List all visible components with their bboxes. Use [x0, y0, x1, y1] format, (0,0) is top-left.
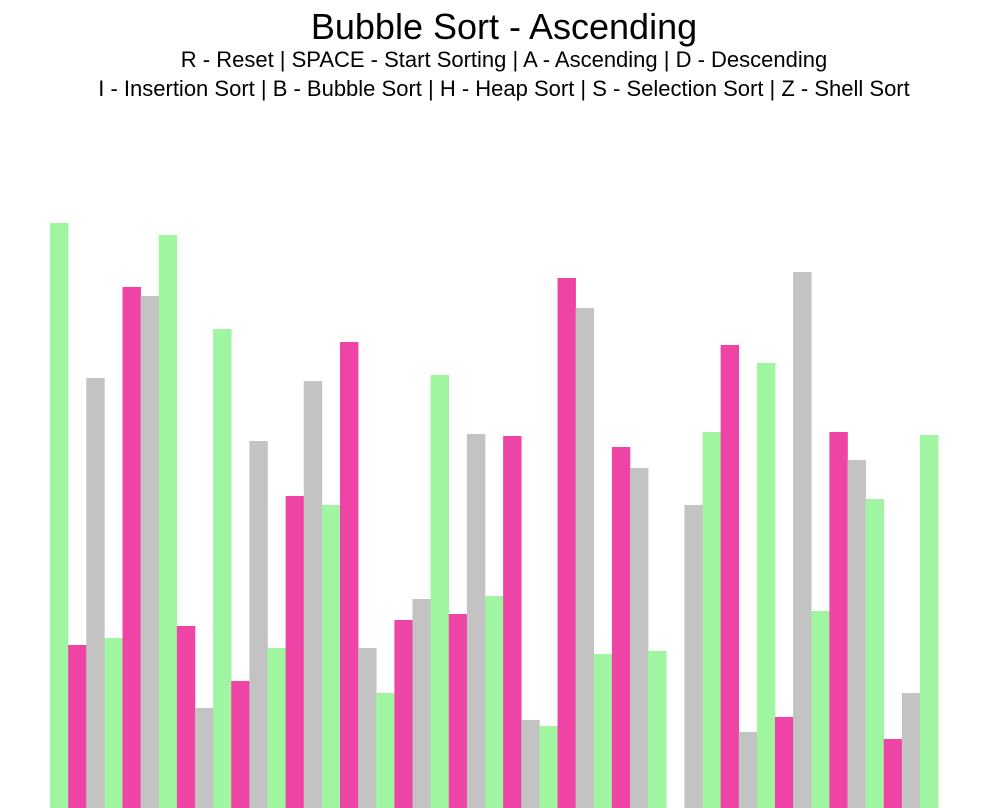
bar-6: [158, 235, 178, 808]
bar-28: [557, 278, 576, 808]
bar-17: [358, 648, 377, 808]
bar-35: [684, 505, 703, 808]
bar-21: [430, 375, 450, 808]
bar-16: [340, 342, 359, 808]
bar-23: [466, 434, 486, 808]
bar-22: [448, 614, 468, 808]
bar-2: [86, 378, 105, 808]
bar-11: [249, 441, 268, 808]
bar-0: [50, 223, 69, 808]
bar-45: [865, 499, 885, 808]
bar-29: [575, 308, 595, 808]
bar-32: [630, 468, 649, 808]
bar-26: [521, 720, 540, 808]
bar-38: [738, 732, 758, 808]
bar-25: [503, 436, 522, 808]
bar-14: [303, 381, 323, 808]
bar-43: [829, 432, 848, 808]
bar-20: [412, 599, 431, 808]
controls-help-line-2: I - Insertion Sort | B - Bubble Sort | H…: [98, 76, 910, 101]
bar-47: [901, 693, 921, 808]
bar-1: [68, 645, 87, 808]
controls-help-line-1: R - Reset | SPACE - Start Sorting | A - …: [180, 47, 828, 72]
bar-39: [756, 363, 776, 808]
bar-5: [140, 296, 160, 808]
bar-9: [213, 329, 232, 808]
bar-18: [376, 693, 395, 808]
bar-42: [811, 611, 830, 808]
bar-48: [920, 435, 939, 808]
bar-36: [702, 432, 721, 808]
bar-46: [883, 739, 903, 808]
bar-8: [195, 708, 214, 808]
bar-30: [593, 654, 613, 808]
bar-44: [847, 460, 866, 808]
bar-12: [267, 648, 286, 808]
bar-10: [231, 681, 250, 808]
bar-24: [485, 596, 504, 808]
bar-40: [775, 717, 794, 808]
bar-13: [285, 496, 305, 808]
bar-4: [122, 287, 141, 808]
bar-33: [648, 651, 667, 808]
page-title: Bubble Sort - Ascending: [310, 6, 698, 47]
bar-27: [539, 726, 558, 808]
bar-19: [394, 620, 413, 808]
bar-37: [720, 345, 740, 808]
bar-15: [321, 505, 341, 808]
bar-3: [104, 638, 123, 808]
bar-41: [793, 272, 812, 808]
bar-31: [611, 447, 631, 808]
bar-7: [176, 626, 196, 808]
